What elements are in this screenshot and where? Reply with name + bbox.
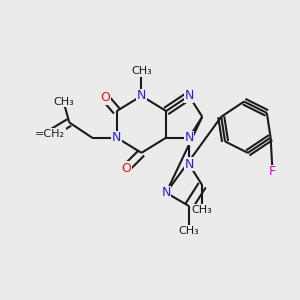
Text: O: O [121, 161, 131, 175]
Text: =CH₂: =CH₂ [35, 129, 65, 139]
Text: CH₃: CH₃ [131, 66, 152, 76]
Text: N: N [184, 158, 194, 171]
Text: N: N [161, 186, 171, 199]
Text: N: N [137, 89, 146, 102]
Text: F: F [269, 165, 276, 178]
Text: CH₃: CH₃ [53, 97, 74, 106]
Text: CH₃: CH₃ [192, 205, 213, 215]
Text: N: N [184, 89, 194, 102]
Text: N: N [112, 131, 122, 144]
Text: O: O [100, 91, 110, 104]
Text: CH₃: CH₃ [178, 226, 199, 236]
Text: N: N [184, 131, 194, 144]
